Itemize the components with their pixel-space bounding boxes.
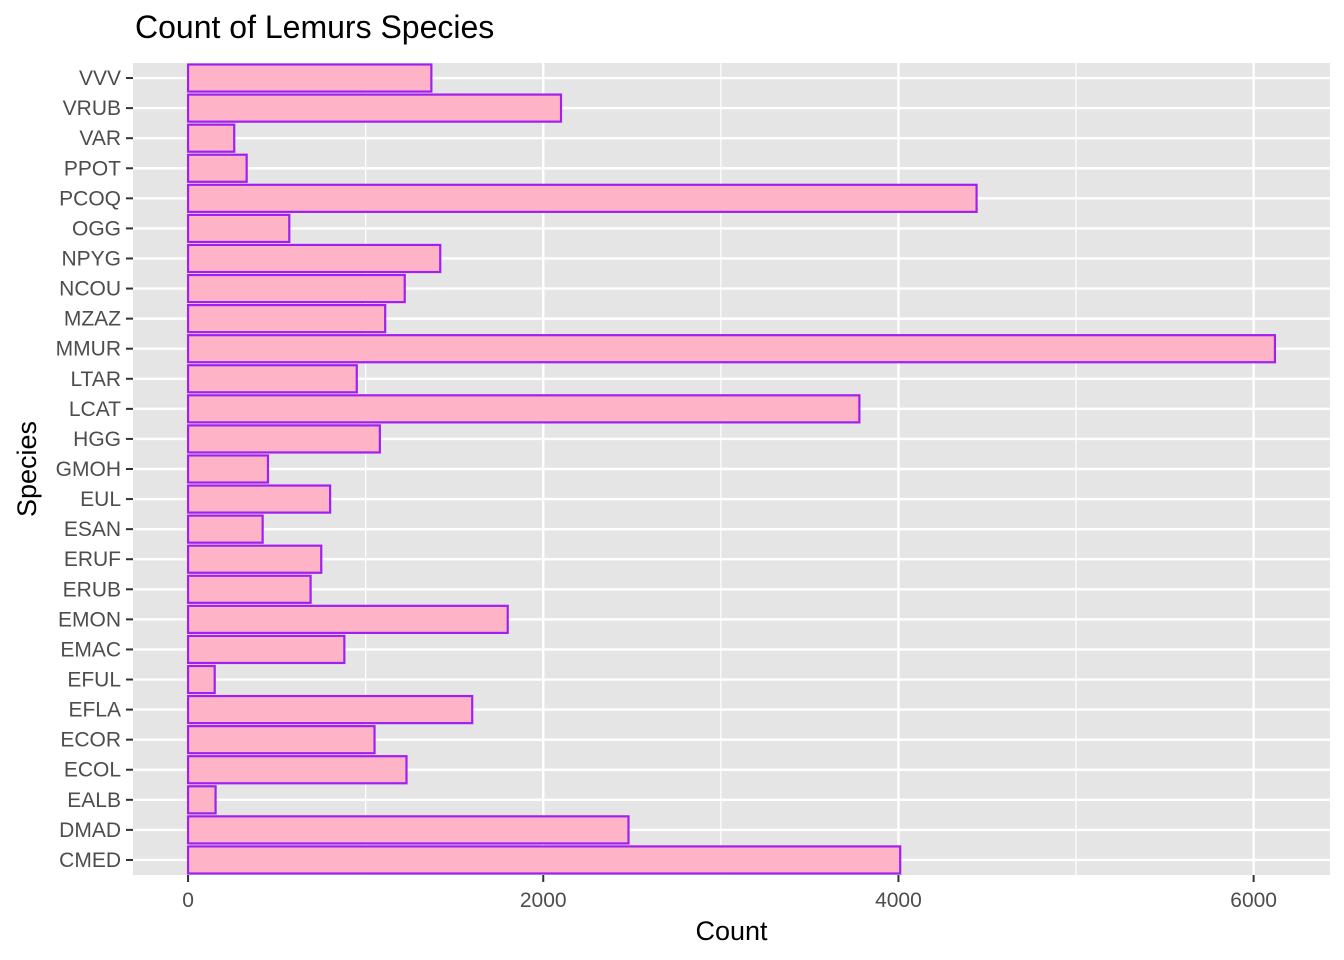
- bar-var: [186, 123, 236, 153]
- y-axis-title: Species: [12, 421, 42, 517]
- bar-erub: [186, 574, 312, 604]
- bar-emon: [186, 604, 509, 635]
- y-tick-label: MMUR: [56, 338, 121, 361]
- bar-pcoq: [186, 183, 978, 213]
- y-tick-label: VAR: [79, 127, 121, 150]
- y-tick-label: ECOR: [60, 729, 121, 752]
- y-tick-label: DMAD: [59, 819, 121, 842]
- bar-mmur: [186, 334, 1277, 364]
- bar-npyg: [186, 243, 442, 274]
- bar-efla: [186, 694, 474, 725]
- bar-eruf: [186, 544, 323, 574]
- bar-ecor: [186, 725, 376, 755]
- x-axis-title: Count: [695, 916, 768, 946]
- y-tick-label: EMAC: [60, 638, 121, 661]
- bar-ncou: [186, 273, 406, 304]
- bar-hgg: [186, 424, 381, 454]
- bar-lcat: [186, 394, 861, 424]
- y-tick-label: ECOL: [64, 759, 121, 782]
- y-tick-label: EFLA: [68, 699, 121, 722]
- bar-eful: [186, 664, 216, 695]
- x-tick-label: 4000: [875, 889, 922, 912]
- x-tick-label: 6000: [1230, 889, 1277, 912]
- y-tick-label: ERUF: [64, 548, 121, 571]
- chart-title: Count of Lemurs Species: [135, 9, 495, 45]
- y-tick-label: VVV: [79, 67, 121, 90]
- bar-emac: [186, 634, 346, 665]
- x-tick-label: 0: [182, 889, 194, 912]
- y-tick-label: PCOQ: [59, 187, 121, 210]
- bar-dmad: [186, 815, 630, 845]
- bar-ogg: [186, 213, 291, 244]
- y-tick-label: MZAZ: [64, 308, 121, 331]
- y-tick-label: NCOU: [59, 278, 121, 301]
- bar-mzaz: [186, 303, 387, 334]
- bar-eul: [186, 484, 332, 514]
- y-tick-label: PPOT: [64, 157, 121, 180]
- x-tick-label: 2000: [520, 889, 567, 912]
- bar-vrub: [186, 93, 563, 123]
- bar-gmoh: [186, 454, 270, 484]
- bar-ppot: [186, 153, 248, 183]
- bar-ealb: [186, 785, 217, 815]
- y-tick-label: EFUL: [67, 669, 121, 692]
- bar-ecol: [186, 755, 408, 785]
- y-tick-label: EALB: [67, 789, 121, 812]
- y-tick-label: ESAN: [64, 518, 121, 541]
- y-tick-label: EUL: [80, 488, 121, 511]
- y-tick-label: EMON: [58, 608, 121, 631]
- y-tick-label: NPYG: [61, 247, 121, 270]
- bar-esan: [186, 514, 264, 544]
- y-tick-label: HGG: [73, 428, 121, 451]
- y-tick-label: ERUB: [63, 578, 121, 601]
- y-tick-label: OGG: [72, 217, 121, 240]
- bar-vvv: [186, 63, 433, 93]
- y-tick-label: LCAT: [69, 398, 121, 421]
- y-tick-label: VRUB: [63, 97, 121, 120]
- y-tick-label: GMOH: [56, 458, 121, 481]
- y-tick-label: CMED: [59, 849, 121, 872]
- y-tick-label: LTAR: [70, 368, 121, 391]
- bar-cmed: [186, 845, 902, 875]
- bar-ltar: [186, 364, 358, 394]
